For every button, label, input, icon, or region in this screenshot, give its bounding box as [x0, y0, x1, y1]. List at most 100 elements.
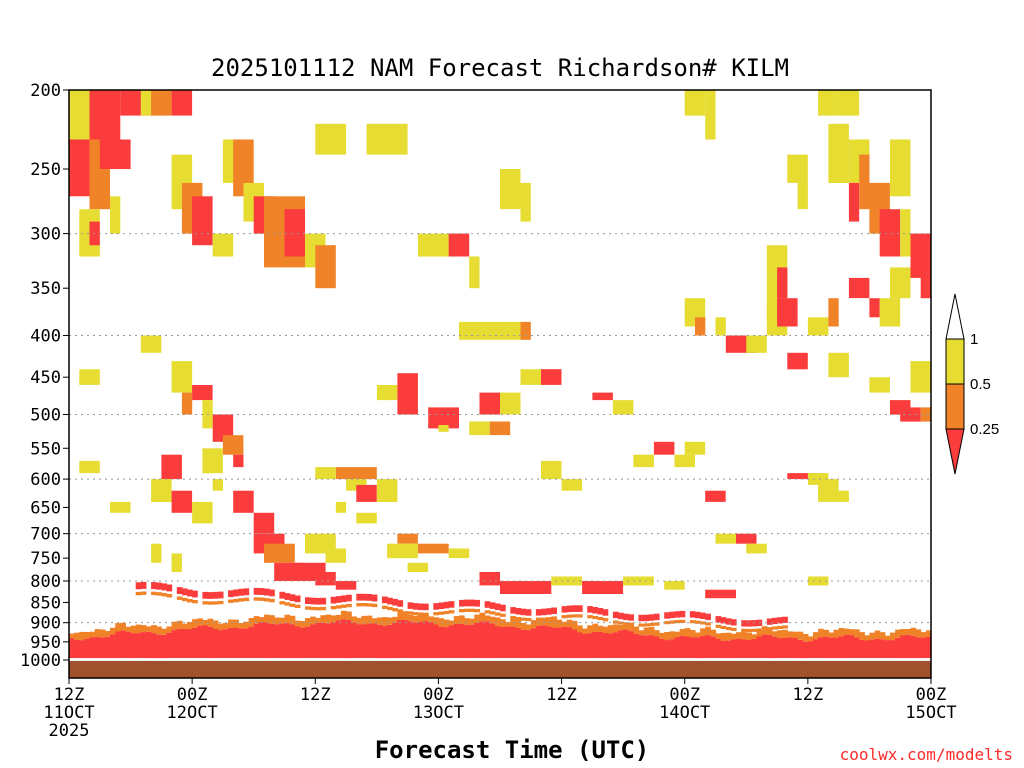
- inversion-band-cell: [515, 608, 522, 615]
- near-surface-cell: [115, 623, 121, 632]
- near-surface-cell: [618, 630, 624, 659]
- heatmap-cell: [448, 548, 470, 559]
- near-surface-cell: [305, 618, 311, 627]
- near-surface-cell: [905, 629, 911, 635]
- near-surface-cell: [320, 615, 327, 623]
- near-surface-cell: [838, 628, 845, 637]
- chart-title: 2025101112 NAM Forecast Richardson# KILM: [211, 54, 789, 82]
- near-surface-cell: [884, 640, 891, 659]
- inversion-band-cell: [782, 625, 788, 629]
- near-surface-cell: [659, 638, 665, 659]
- inversion-band-cell: [187, 599, 193, 603]
- inversion-band-cell: [448, 610, 455, 614]
- inversion-band-cell: [597, 616, 604, 621]
- heatmap-cell: [192, 385, 213, 401]
- inversion-band-cell: [212, 601, 219, 605]
- x-tick-label: 15OCT: [905, 703, 956, 723]
- near-surface-cell: [700, 635, 706, 659]
- near-surface-cell: [274, 617, 280, 625]
- near-surface-cell: [582, 628, 588, 634]
- near-surface-cell: [166, 626, 173, 633]
- near-surface-cell: [535, 617, 542, 626]
- heatmap-cell: [489, 421, 511, 436]
- near-surface-cell: [582, 633, 588, 659]
- near-surface-cell: [340, 619, 347, 659]
- inversion-band-cell: [679, 619, 686, 623]
- credit-text: coolwx.com/modelts: [840, 745, 1013, 764]
- heatmap-cell: [869, 298, 880, 318]
- near-surface-cell: [207, 618, 214, 627]
- near-surface-cell: [330, 615, 337, 623]
- inversion-band-cell: [715, 616, 722, 623]
- near-surface-cell: [443, 627, 450, 659]
- near-surface-cell: [382, 617, 388, 626]
- y-tick-label: 850: [30, 593, 61, 613]
- heatmap-cell: [151, 543, 162, 563]
- near-surface-cell: [525, 630, 532, 659]
- near-surface-cell: [402, 611, 409, 620]
- heatmap-cell: [79, 369, 100, 385]
- near-surface-cell: [217, 630, 224, 659]
- near-surface-cell: [859, 632, 865, 640]
- near-surface-cell: [766, 634, 773, 659]
- near-surface-cell: [412, 615, 419, 623]
- heatmap-cell: [797, 182, 808, 210]
- near-surface-cell: [910, 627, 917, 636]
- near-surface-cell: [705, 626, 711, 636]
- near-surface-cell: [484, 615, 491, 622]
- heatmap-cell: [397, 373, 418, 415]
- near-surface-cell: [146, 626, 152, 632]
- heatmap-cell: [212, 414, 234, 442]
- inversion-band-cell: [176, 587, 183, 594]
- inversion-band-cell: [715, 624, 722, 628]
- near-surface-cell: [530, 620, 537, 629]
- near-surface-cell: [535, 626, 542, 659]
- near-surface-cell: [289, 624, 296, 659]
- near-surface-cell: [99, 637, 106, 659]
- x-tick-label: 00Z: [177, 685, 208, 705]
- near-surface-cell: [376, 624, 383, 659]
- inversion-band-cell: [371, 594, 378, 602]
- inversion-band-cell: [269, 589, 275, 597]
- heatmap-cell: [469, 256, 480, 289]
- inversion-band-cell: [320, 606, 327, 611]
- inversion-band-cell: [623, 622, 629, 626]
- inversion-band-cell: [577, 614, 583, 618]
- inversion-band-cell: [361, 593, 368, 601]
- near-surface-cell: [494, 626, 501, 659]
- inversion-band-cell: [751, 620, 758, 627]
- heatmap-cell: [315, 467, 336, 480]
- inversion-band-cell: [135, 582, 142, 590]
- inversion-band-cell: [628, 623, 634, 627]
- heatmap-cell: [520, 321, 531, 340]
- heatmap-cell: [879, 298, 901, 327]
- near-surface-cell: [920, 637, 927, 659]
- inversion-band-cell: [730, 619, 737, 626]
- heatmap-cell: [479, 572, 500, 586]
- inversion-band-cell: [192, 590, 198, 598]
- near-surface-cell: [607, 625, 614, 634]
- near-surface-cell: [120, 630, 126, 659]
- heatmap-cell: [233, 490, 254, 513]
- inversion-band-cell: [233, 589, 239, 597]
- near-surface-cell: [140, 625, 147, 633]
- heatmap-cell: [233, 139, 254, 197]
- near-surface-cell: [233, 619, 239, 628]
- inversion-band-cell: [469, 599, 475, 607]
- near-surface-cell: [848, 635, 855, 659]
- inversion-band-cell: [166, 584, 173, 592]
- inversion-band-cell: [264, 598, 270, 602]
- near-surface-cell: [397, 611, 404, 621]
- x-tick-label: 00Z: [916, 685, 947, 705]
- inversion-band-cell: [541, 608, 547, 616]
- x-tick-label: 12OCT: [167, 703, 218, 723]
- inversion-band-cell: [315, 607, 321, 611]
- near-surface-cell: [925, 636, 932, 659]
- inversion-band-cell: [238, 598, 244, 602]
- inversion-band-cell: [161, 593, 168, 597]
- near-surface-cell: [577, 632, 583, 659]
- inversion-band-cell: [448, 601, 455, 608]
- inversion-band-cell: [695, 611, 701, 619]
- near-surface-cell: [561, 621, 568, 627]
